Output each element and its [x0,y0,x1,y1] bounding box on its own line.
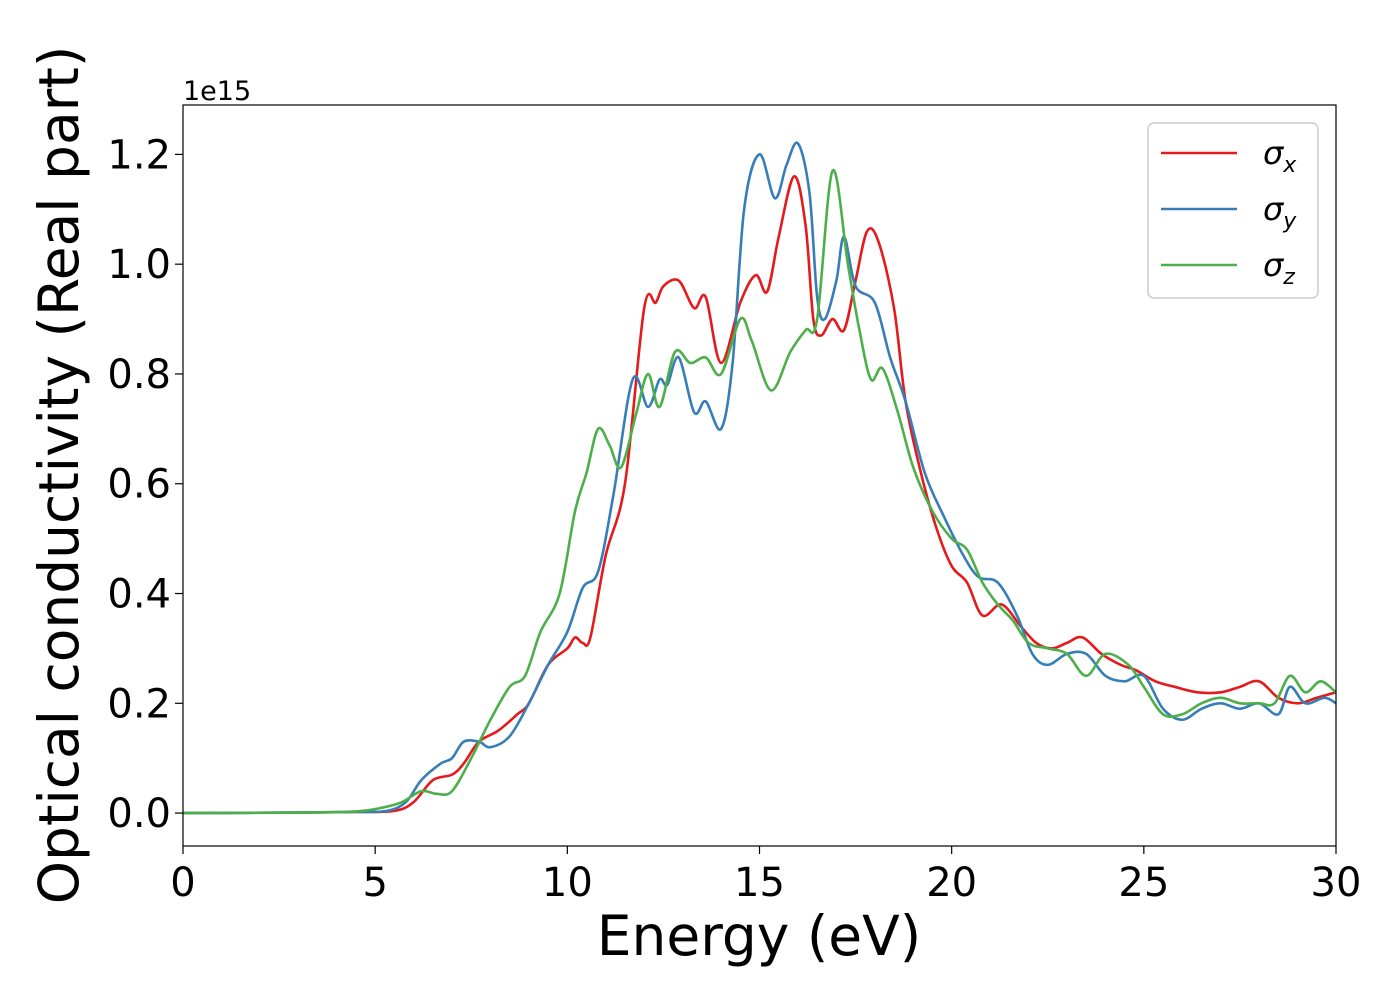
y-axis-title: Optical conductivity (Real part) [27,46,91,905]
series-line-sigma-z [183,169,1336,815]
series-line-sigma-y [183,141,1336,815]
y-tick-label: 0.4 [107,572,171,618]
x-tick-label: 20 [926,860,977,906]
y-tick-label: 0.8 [107,352,171,398]
y-tick-label: 1.2 [107,132,171,178]
y-offset-label: 1e15 [183,76,251,107]
legend-label-sigma-z: σz [1263,246,1295,290]
x-tick-label: 15 [734,860,785,906]
legend-label-symbol: σ [1263,134,1285,172]
y-tick-label: 0.0 [107,791,171,837]
legend-label-subscript: y [1282,209,1297,234]
legend-label-symbol: σ [1263,190,1285,228]
legend-box [1147,122,1319,299]
legend-label-subscript: x [1282,153,1297,178]
x-axis-title: Energy (eV) [597,904,921,968]
legend-label-sigma-x: σx [1263,134,1297,178]
y-tick-label: 1.0 [107,242,171,288]
x-tick-label: 0 [170,860,195,906]
y-axis-ticks: 0.0 0.2 0.4 0.6 0.8 1.0 1.2 [107,132,183,837]
x-tick-label: 10 [542,860,593,906]
x-tick-label: 25 [1118,860,1169,906]
x-tick-label: 5 [362,860,387,906]
x-axis-ticks: 0 5 10 15 20 25 30 [170,846,1361,906]
legend-label-symbol: σ [1263,246,1285,284]
y-tick-label: 0.6 [107,462,171,508]
legend-label-sigma-y: σy [1263,190,1297,234]
series-layer [183,141,1336,815]
y-tick-label: 0.2 [107,681,171,727]
x-tick-label: 30 [1311,860,1362,906]
legend-label-subscript: z [1282,265,1295,290]
